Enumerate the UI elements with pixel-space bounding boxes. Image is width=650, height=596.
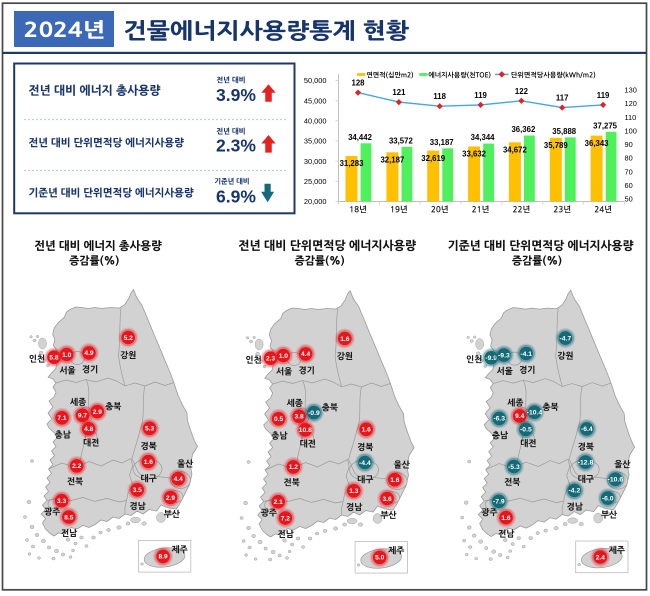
svg-text:119: 119: [597, 91, 610, 100]
svg-text:-4.1: -4.1: [520, 351, 532, 358]
svg-text:1.6: 1.6: [340, 336, 349, 343]
svg-text:34,344: 34,344: [471, 133, 496, 142]
svg-text:2.3%: 2.3%: [216, 136, 256, 156]
svg-text:4.4: 4.4: [301, 351, 310, 358]
svg-text:20,000: 20,000: [304, 197, 327, 206]
svg-text:35,000: 35,000: [304, 137, 327, 146]
svg-text:36,362: 36,362: [511, 125, 536, 134]
svg-text:2.3: 2.3: [266, 356, 275, 363]
svg-text:1.6: 1.6: [362, 427, 371, 434]
svg-text:-0.9: -0.9: [308, 410, 320, 417]
svg-text:34,442: 34,442: [348, 133, 373, 142]
svg-text:119: 119: [474, 91, 487, 100]
svg-text:2.4: 2.4: [596, 554, 605, 561]
svg-text:45,000: 45,000: [304, 96, 327, 105]
svg-text:50: 50: [625, 195, 633, 204]
svg-text:1.6: 1.6: [501, 515, 510, 522]
svg-text:4.8: 4.8: [84, 426, 93, 433]
svg-text:40,000: 40,000: [304, 117, 327, 126]
svg-text:130: 130: [625, 86, 637, 95]
svg-text:128: 128: [351, 79, 365, 88]
svg-text:50,000: 50,000: [304, 76, 327, 85]
svg-text:-4.7: -4.7: [560, 335, 572, 342]
svg-text:6.9%: 6.9%: [216, 186, 256, 206]
svg-text:9.4: 9.4: [515, 413, 524, 420]
svg-text:-6.4: -6.4: [581, 426, 593, 433]
svg-text:-6.3: -6.3: [493, 416, 505, 423]
svg-text:110: 110: [625, 113, 637, 122]
svg-text:-10.6: -10.6: [608, 477, 624, 484]
svg-text:36,343: 36,343: [585, 139, 610, 148]
svg-text:3.3: 3.3: [57, 498, 66, 505]
svg-text:2.2: 2.2: [72, 463, 81, 470]
svg-text:2.9: 2.9: [166, 495, 175, 502]
svg-text:-9.3: -9.3: [498, 352, 510, 359]
svg-text:4.4: 4.4: [174, 476, 183, 483]
svg-text:5.3: 5.3: [145, 426, 154, 433]
svg-text:8.5: 8.5: [64, 514, 73, 521]
svg-text:1.2: 1.2: [289, 464, 298, 471]
svg-text:33,187: 33,187: [430, 138, 454, 147]
svg-text:0.5: 0.5: [274, 416, 283, 423]
svg-text:1.6: 1.6: [390, 477, 399, 484]
svg-text:31,283: 31,283: [340, 159, 365, 168]
svg-text:5.2: 5.2: [124, 335, 133, 342]
svg-text:60: 60: [625, 181, 633, 190]
svg-text:80: 80: [625, 154, 633, 163]
svg-text:70: 70: [625, 167, 633, 176]
svg-text:-0.5: -0.5: [520, 427, 532, 434]
svg-text:3.9%: 3.9%: [216, 85, 256, 105]
svg-text:120: 120: [625, 99, 637, 108]
svg-text:5.8: 5.8: [49, 355, 58, 362]
svg-text:33,572: 33,572: [389, 136, 414, 145]
svg-text:117: 117: [556, 94, 569, 103]
svg-text:1.3: 1.3: [349, 488, 358, 495]
svg-text:3.6: 3.6: [383, 496, 392, 503]
svg-text:1.0: 1.0: [62, 352, 71, 359]
svg-text:-12.8: -12.8: [578, 459, 594, 466]
svg-text:-4.4: -4.4: [359, 460, 371, 467]
svg-text:8.9: 8.9: [159, 554, 168, 561]
svg-text:90: 90: [625, 140, 633, 149]
svg-text:3.5: 3.5: [133, 487, 142, 494]
svg-text:32,187: 32,187: [380, 156, 404, 165]
svg-text:7.2: 7.2: [281, 515, 290, 522]
svg-text:7.1: 7.1: [57, 415, 66, 422]
svg-text:1.6: 1.6: [144, 459, 153, 466]
svg-text:35,789: 35,789: [544, 141, 569, 150]
svg-text:10.8: 10.8: [299, 427, 312, 434]
svg-text:-5.3: -5.3: [508, 464, 520, 471]
svg-text:34,672: 34,672: [503, 146, 528, 155]
svg-text:25,000: 25,000: [304, 177, 327, 186]
svg-text:100: 100: [625, 126, 637, 135]
svg-text:37,275: 37,275: [593, 121, 618, 130]
svg-text:35,888: 35,888: [552, 127, 577, 136]
svg-text:3.8: 3.8: [295, 414, 304, 421]
svg-text:122: 122: [515, 87, 529, 96]
svg-text:1.0: 1.0: [279, 353, 288, 360]
svg-text:-7.9: -7.9: [493, 499, 505, 506]
svg-text:118: 118: [433, 92, 446, 101]
svg-text:33,632: 33,632: [462, 150, 487, 159]
svg-text:9.7: 9.7: [78, 413, 87, 420]
svg-text:32,619: 32,619: [421, 154, 446, 163]
svg-text:121: 121: [392, 88, 406, 97]
svg-text:30,000: 30,000: [304, 157, 327, 166]
svg-text:2.9: 2.9: [93, 409, 102, 416]
svg-text:2.1: 2.1: [274, 499, 283, 506]
svg-text:-4.2: -4.2: [569, 488, 581, 495]
svg-text:-9.9: -9.9: [485, 355, 497, 362]
svg-text:-6.0: -6.0: [602, 495, 614, 502]
svg-text:4.9: 4.9: [84, 350, 93, 357]
svg-text:-10.4: -10.4: [527, 410, 543, 417]
svg-text:5.0: 5.0: [375, 555, 384, 562]
